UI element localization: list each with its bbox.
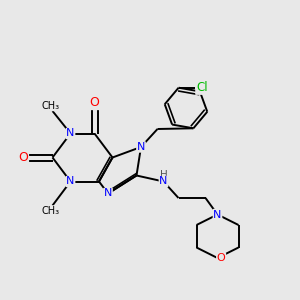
Text: N: N — [104, 188, 112, 199]
Text: N: N — [213, 209, 222, 220]
Text: O: O — [19, 151, 28, 164]
Text: N: N — [66, 128, 75, 139]
Text: H: H — [160, 170, 167, 180]
Text: N: N — [66, 176, 75, 187]
Text: CH₃: CH₃ — [41, 100, 59, 111]
Text: Cl: Cl — [196, 81, 208, 94]
Text: N: N — [159, 176, 168, 187]
Text: O: O — [90, 96, 99, 110]
Text: CH₃: CH₃ — [41, 206, 59, 216]
Text: O: O — [217, 253, 226, 263]
Text: N: N — [137, 142, 145, 152]
